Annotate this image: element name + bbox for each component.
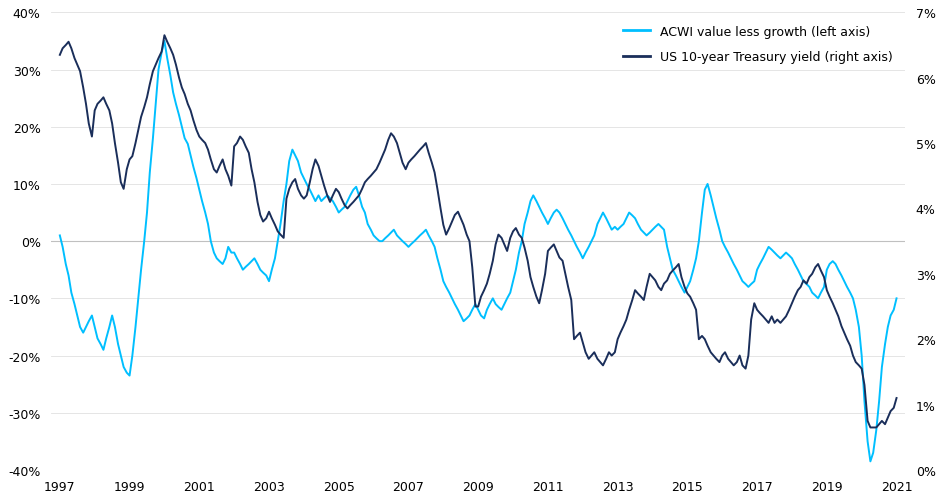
Legend: ACWI value less growth (left axis), US 10-year Treasury yield (right axis): ACWI value less growth (left axis), US 1… xyxy=(616,20,899,71)
